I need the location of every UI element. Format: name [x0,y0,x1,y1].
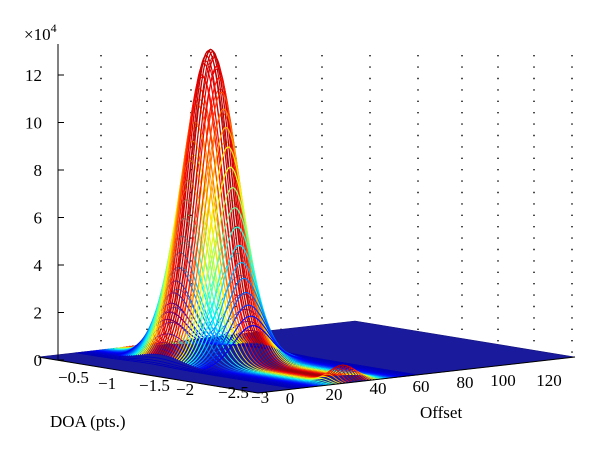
x-tick-label: −2.5 [218,383,249,402]
z-tick-label: 0 [34,351,43,370]
surface-band-line [162,50,263,356]
surface-band-line [156,54,256,355]
surface-mesh-line [75,352,296,390]
surface-mesh-line [81,351,302,389]
x-axis-line [37,356,259,394]
z-tick-label: 12 [25,66,42,85]
axes [37,44,576,394]
x-tick-label: −1 [98,374,116,393]
x-tick-label: −2 [176,380,194,399]
surface-band-line [175,126,276,360]
y-tick-label: 40 [370,379,387,398]
y-axis-line [257,356,576,394]
surface-band-line [160,48,261,355]
surface-band-line [173,108,274,359]
y-tick-label: 100 [490,371,516,390]
surface-band-line [202,325,302,370]
surface-band-line [131,235,232,356]
z-tick-label: 2 [34,304,43,323]
surface-band-line [178,146,278,361]
surface-mesh [75,48,418,390]
y-tick-label: 20 [326,385,343,404]
z-scale-label: ×104 [24,21,57,44]
surface-band-line [151,74,252,355]
x-axis-label: DOA (pts.) [50,412,126,431]
tick-labels: 0 2 4 6 8 10 12 −0.5 −1 −1.5 −2 −2.5 −3 0 20 40 60 80 100 1… [25,66,562,408]
x-tick-label: −0.5 [58,368,89,387]
y-axis-label: Offset [420,403,462,422]
y-tick-label: 80 [457,373,474,392]
z-tick-label: 10 [25,114,42,133]
z-tick-label: 8 [34,161,43,180]
y-tick-label: 0 [286,389,295,408]
surface-mesh-line [78,351,299,389]
y-tick-label: 60 [413,377,430,396]
x-tick-label: −1.5 [139,376,170,395]
surface-mesh-line [84,351,305,389]
y-tick-label: 120 [536,371,562,390]
x-tick-label: −3 [251,388,269,407]
surface-band-line [169,77,270,358]
surface-band-line [171,91,272,358]
surface-band-line [136,199,237,356]
z-tick-label: 4 [34,256,43,275]
surface-band-line [153,63,254,355]
z-tick-label: 6 [34,209,43,228]
